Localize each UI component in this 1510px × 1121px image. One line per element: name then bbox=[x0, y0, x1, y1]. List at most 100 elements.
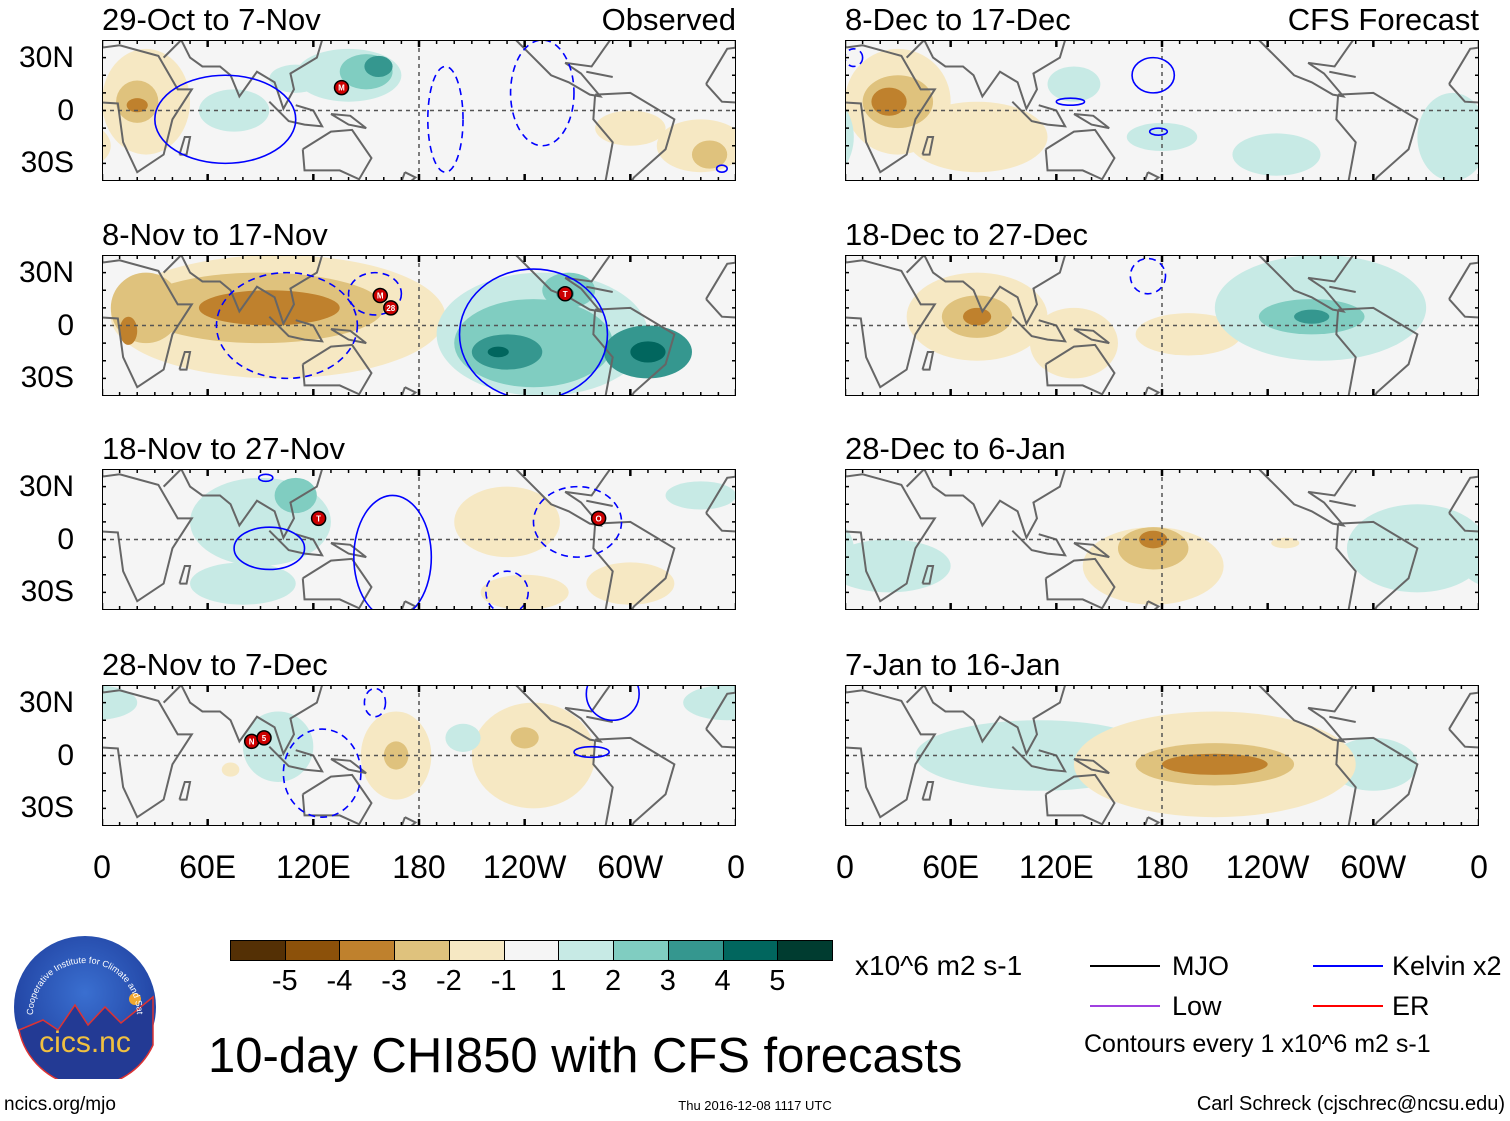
x-tick-label: 0 bbox=[727, 849, 745, 885]
y-tick-label: 30S bbox=[20, 361, 74, 395]
anomaly-shading bbox=[1294, 309, 1330, 324]
map-panel: M bbox=[102, 40, 736, 181]
colorbar-label: -5 bbox=[271, 965, 298, 997]
kelvin-contour bbox=[458, 268, 609, 396]
anomaly-shading bbox=[586, 562, 675, 605]
anomaly-shading bbox=[487, 346, 509, 358]
storm-label: M bbox=[338, 84, 345, 93]
x-tick-label: 120E bbox=[1018, 849, 1094, 885]
storm-marker[interactable]: M bbox=[333, 79, 350, 96]
anomaly-shading bbox=[221, 762, 240, 777]
colorbar-swatch bbox=[503, 940, 560, 961]
coastline bbox=[162, 255, 324, 327]
coastline bbox=[592, 306, 676, 396]
anomaly-shading bbox=[102, 685, 138, 720]
coastline bbox=[586, 499, 613, 507]
y-tick-label: 30S bbox=[20, 575, 74, 609]
coastline bbox=[1044, 128, 1116, 181]
coastline bbox=[330, 113, 367, 130]
storm-marker[interactable]: 28 bbox=[383, 300, 399, 316]
anomaly-shading bbox=[190, 562, 296, 605]
footer-url[interactable]: ncics.org/mjo bbox=[4, 1094, 116, 1115]
x-tick-label: 60W bbox=[597, 849, 664, 885]
map-panel bbox=[845, 40, 1479, 181]
kelvin-contour bbox=[1055, 97, 1086, 107]
coastline bbox=[1044, 557, 1116, 610]
y-tick-label: 30N bbox=[18, 685, 74, 719]
anomaly-shading bbox=[1271, 537, 1300, 549]
anomaly-shading bbox=[471, 702, 596, 809]
panel-title: 7-Jan to 16-Jan bbox=[845, 647, 1061, 682]
storm-marker[interactable]: 5 bbox=[256, 730, 272, 746]
x-tick-label: 60E bbox=[922, 849, 980, 885]
anomaly-shading bbox=[480, 574, 569, 610]
legend-er-line bbox=[1313, 1005, 1383, 1007]
coastline bbox=[301, 557, 373, 610]
storm-marker[interactable]: O bbox=[590, 510, 607, 527]
anomaly-shading bbox=[665, 481, 736, 510]
y-tick-label: 0 bbox=[57, 738, 74, 772]
storm-marker[interactable]: M bbox=[372, 287, 389, 304]
colorbar-label: 3 bbox=[659, 965, 676, 997]
anomaly-shading bbox=[1162, 753, 1268, 775]
coastline bbox=[330, 328, 367, 345]
coastline bbox=[592, 736, 676, 826]
storm-icon bbox=[557, 286, 573, 302]
coastline bbox=[1258, 469, 1355, 527]
footer-author: Carl Schreck (cjschrec@ncsu.edu) bbox=[1196, 1093, 1505, 1115]
coastline bbox=[162, 685, 324, 757]
coastline bbox=[1011, 745, 1067, 773]
x-tick-label: 120W bbox=[482, 849, 567, 885]
coastline bbox=[178, 780, 192, 801]
kelvin-contour bbox=[257, 473, 274, 483]
kelvin-contour bbox=[845, 48, 864, 68]
anomaly-shading bbox=[691, 140, 728, 169]
storm-icon bbox=[372, 287, 389, 304]
colorbar-swatch bbox=[284, 940, 341, 961]
legend-low-line bbox=[1090, 1005, 1160, 1007]
cics-logo[interactable]: Cooperative Institute for Climate and Sa… bbox=[10, 927, 157, 1088]
storm-icon bbox=[590, 510, 607, 527]
coastline bbox=[400, 171, 418, 181]
coastline bbox=[268, 529, 324, 557]
coastline bbox=[515, 40, 612, 98]
anomaly-shading bbox=[102, 129, 111, 162]
coastline bbox=[586, 70, 613, 78]
x-tick-label: 180 bbox=[1135, 849, 1189, 885]
coastline bbox=[845, 259, 937, 389]
coastline bbox=[268, 100, 324, 128]
coastline bbox=[1044, 343, 1116, 396]
panel-column-label: CFS Forecast bbox=[1287, 2, 1479, 37]
storm-marker[interactable]: T bbox=[310, 510, 327, 527]
colorbar-swatch bbox=[339, 940, 396, 961]
x-tick-label: 0 bbox=[1470, 849, 1488, 885]
coastline bbox=[1073, 542, 1110, 559]
coastline bbox=[905, 40, 1067, 112]
coastline bbox=[1073, 113, 1110, 130]
colorbar-label: 5 bbox=[769, 965, 786, 997]
colorbar-label: -3 bbox=[381, 965, 408, 997]
y-tick-label: 30S bbox=[20, 146, 74, 180]
kelvin-contour bbox=[233, 526, 306, 571]
coastline bbox=[515, 255, 612, 313]
panel-title: 18-Dec to 27-Dec bbox=[845, 217, 1088, 252]
kelvin-contour bbox=[363, 687, 387, 718]
anomaly-shading bbox=[1232, 133, 1321, 176]
colorbar-label: 1 bbox=[550, 965, 567, 997]
coastline bbox=[102, 259, 194, 389]
storm-icon bbox=[333, 79, 350, 96]
coastline bbox=[400, 600, 418, 610]
anomaly-shading bbox=[198, 290, 340, 326]
kelvin-contour bbox=[532, 485, 623, 558]
storm-marker[interactable]: T bbox=[557, 286, 573, 302]
coastline bbox=[921, 135, 935, 156]
colorbar-label: -1 bbox=[490, 965, 517, 997]
coastline bbox=[178, 564, 192, 585]
footer-timestamp: Thu 2016-12-08 1117 UTC bbox=[678, 1098, 832, 1113]
coastline bbox=[845, 44, 937, 174]
map-panel bbox=[845, 685, 1479, 826]
kelvin-contour bbox=[573, 745, 611, 759]
colorbar-label: -4 bbox=[326, 965, 353, 997]
